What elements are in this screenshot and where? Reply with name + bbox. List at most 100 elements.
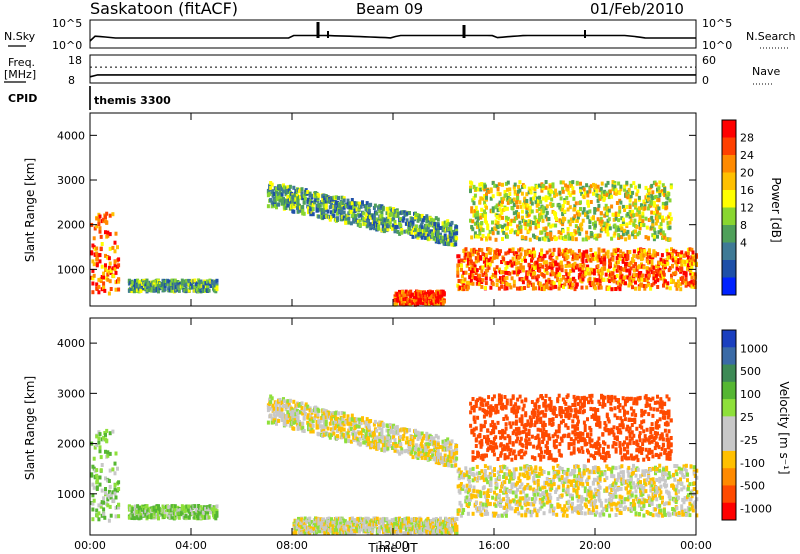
power-echo-cell bbox=[346, 213, 350, 218]
power-echo-cell bbox=[617, 212, 621, 217]
velocity-echo-cell bbox=[392, 423, 396, 428]
power-echo-cell bbox=[498, 224, 502, 229]
power-echo-cell bbox=[544, 185, 548, 190]
nave-tick-bottom: 0 bbox=[702, 74, 709, 87]
power-echo-cell bbox=[109, 268, 113, 273]
velocity-echo-cell bbox=[279, 413, 283, 418]
power-echo-cell bbox=[603, 266, 607, 271]
power-echo-cell bbox=[515, 200, 519, 205]
power-echo-cell bbox=[528, 210, 532, 215]
power-echo-cell bbox=[512, 184, 516, 189]
power-echo-cell bbox=[543, 253, 547, 258]
power-echo-cell bbox=[315, 204, 319, 209]
velocity-echo-cell bbox=[214, 516, 218, 521]
power-echo-cell bbox=[642, 265, 646, 270]
power-echo-cell bbox=[495, 255, 499, 260]
velocity-echo-cell bbox=[405, 448, 409, 453]
power-echo-cell bbox=[574, 201, 578, 206]
velocity-echo-cell bbox=[98, 482, 102, 487]
power-echo-cell bbox=[585, 230, 589, 235]
velocity-echo-cell bbox=[426, 444, 430, 449]
velocity-echo-cell bbox=[386, 438, 390, 443]
velocity-echo-cell bbox=[180, 506, 184, 511]
power-echo-cell bbox=[572, 276, 576, 281]
power-echo-cell bbox=[282, 203, 286, 208]
power-echo-cell bbox=[634, 280, 637, 285]
power-echo-cell bbox=[568, 222, 572, 227]
power-echo-cell bbox=[600, 219, 604, 224]
power-echo-cell bbox=[478, 228, 482, 233]
power-echo-cell bbox=[646, 275, 650, 280]
power-echo-cell bbox=[582, 263, 586, 268]
power-echo-cell bbox=[616, 248, 620, 253]
power-echo-cell bbox=[501, 224, 504, 229]
power-echo-cell bbox=[364, 222, 368, 227]
power-echo-cell bbox=[504, 193, 508, 198]
power-echo-cell bbox=[478, 182, 482, 187]
velocity-echo-cell bbox=[269, 413, 273, 418]
velocity-echo-cell bbox=[102, 507, 106, 512]
power-echo-cell bbox=[631, 285, 634, 290]
power-echo-cell bbox=[566, 276, 570, 281]
power-echo-cell bbox=[317, 193, 321, 198]
power-echo-cell bbox=[341, 201, 345, 205]
power-echo-cell bbox=[491, 206, 495, 211]
power-echo-cell bbox=[560, 268, 564, 273]
power-echo-cell bbox=[524, 249, 527, 254]
power-echo-cell bbox=[505, 286, 509, 291]
power-echo-cell bbox=[636, 255, 640, 260]
power-echo-cell bbox=[468, 267, 472, 271]
power-echo-cell bbox=[671, 258, 675, 263]
power-echo-cell bbox=[632, 213, 636, 218]
power-colorbar-tick: 16 bbox=[740, 184, 754, 197]
power-echo-cell bbox=[95, 216, 99, 221]
power-echo-cell bbox=[636, 208, 640, 213]
beam-title: Beam 09 bbox=[356, 0, 423, 18]
velocity-echo-cell bbox=[330, 427, 333, 432]
power-echo-cell bbox=[447, 238, 451, 243]
power-echo-cell bbox=[431, 290, 434, 295]
power-echo-cell bbox=[184, 287, 188, 292]
power-echo-cell bbox=[684, 281, 688, 286]
power-echo-cell bbox=[618, 268, 622, 273]
power-echo-cell bbox=[646, 197, 650, 202]
power-echo-cell bbox=[691, 284, 695, 289]
power-echo-cell bbox=[551, 202, 555, 207]
velocity-echo-cell bbox=[282, 399, 286, 404]
power-echo-cell bbox=[441, 302, 445, 307]
power-echo-cell bbox=[554, 188, 558, 193]
power-echo-cell bbox=[594, 251, 597, 256]
velocity-echo-cell bbox=[279, 409, 283, 414]
power-echo-cell bbox=[568, 180, 572, 185]
power-colorbar-swatch bbox=[722, 137, 736, 156]
power-echo-cell bbox=[547, 277, 551, 282]
power-echo-cell bbox=[187, 278, 191, 283]
power-echo-cell bbox=[518, 200, 522, 205]
freq-series-line bbox=[89, 74, 696, 78]
velocity-echo-cell bbox=[409, 438, 413, 443]
power-echo-cell bbox=[689, 269, 693, 274]
power-echo-cell bbox=[486, 223, 490, 228]
velocity-echo-cell bbox=[405, 436, 409, 441]
velocity-echo-cell bbox=[104, 449, 107, 454]
power-echo-cell bbox=[386, 207, 390, 212]
power-echo-cell bbox=[541, 257, 545, 262]
power-echo-cell bbox=[608, 258, 612, 263]
power-echo-cell bbox=[652, 270, 656, 275]
power-echo-cell bbox=[607, 217, 611, 222]
power-echo-cell bbox=[567, 236, 571, 241]
power-echo-cell bbox=[634, 201, 638, 206]
power-echo-cell bbox=[362, 217, 366, 221]
power-echo-cell bbox=[693, 258, 697, 263]
power-echo-cell bbox=[567, 233, 571, 238]
velocity-echo-cell bbox=[137, 516, 141, 521]
power-echo-cell bbox=[574, 224, 578, 229]
power-echo-cell bbox=[520, 215, 524, 220]
power-echo-cell bbox=[668, 286, 672, 291]
power-echo-cell bbox=[404, 294, 408, 299]
power-echo-cell bbox=[552, 262, 556, 267]
velocity-echo-cell bbox=[323, 432, 327, 437]
velocity-echo-cell bbox=[425, 442, 429, 447]
power-echo-cell bbox=[107, 256, 111, 261]
power-echo-cell bbox=[524, 226, 528, 231]
